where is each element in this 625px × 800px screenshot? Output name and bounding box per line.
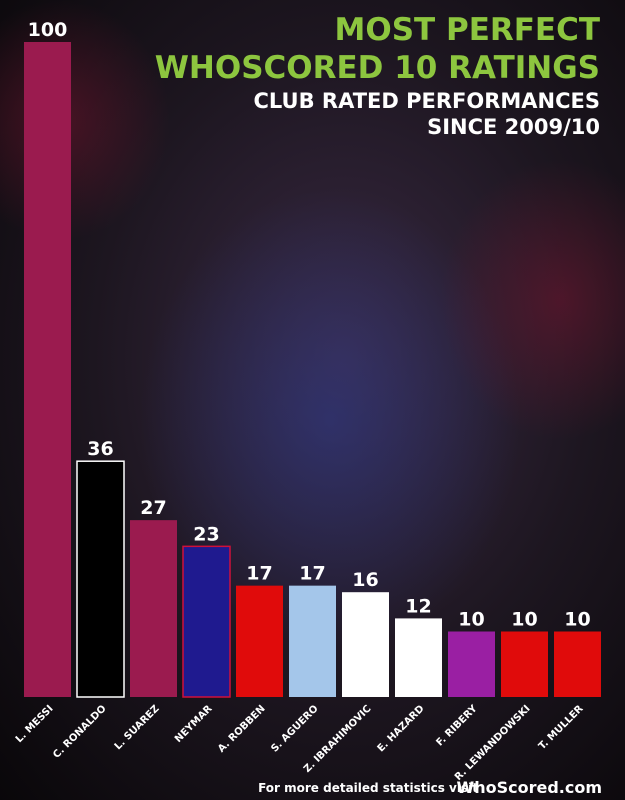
data-label: 10 (458, 609, 484, 631)
data-label: 23 (193, 523, 219, 545)
chart-subtitle: CLUB RATED PERFORMANCES (254, 89, 601, 113)
bar (342, 592, 389, 697)
background-glow (140, 190, 520, 650)
data-label: 10 (564, 609, 590, 631)
bar (236, 585, 283, 697)
chart-subtitle: SINCE 2009/10 (427, 115, 600, 139)
data-label: 12 (405, 595, 431, 617)
bar (24, 42, 71, 697)
background-glow (440, 160, 625, 440)
bar (130, 520, 177, 697)
data-label: 10 (511, 609, 537, 631)
bar (395, 618, 442, 697)
data-label: 100 (28, 19, 68, 41)
data-label: 16 (352, 569, 378, 591)
data-label: 27 (140, 497, 166, 519)
bar (182, 545, 231, 698)
data-label: 17 (246, 563, 272, 585)
bar (501, 631, 548, 697)
brand-logo: WhoScored.com (457, 778, 602, 797)
bar (448, 631, 495, 697)
data-label: 17 (299, 563, 325, 585)
bar (289, 585, 336, 697)
footer-text: For more detailed statistics visit (258, 781, 478, 795)
data-label: 36 (87, 438, 113, 460)
bar (76, 460, 125, 698)
bar (554, 631, 601, 697)
chart-title: WHOSCORED 10 RATINGS (155, 50, 600, 86)
chart-title: MOST PERFECT (335, 12, 600, 48)
